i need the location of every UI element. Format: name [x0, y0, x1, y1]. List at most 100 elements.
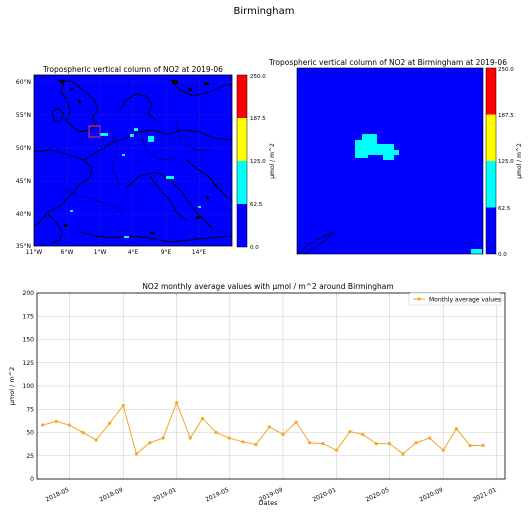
map-right: Tropospheric vertical column of NO2 at B…	[268, 58, 523, 258]
legend-swatch-marker	[417, 297, 421, 301]
data-point	[387, 442, 392, 446]
data-point	[468, 443, 472, 448]
data-point	[54, 419, 58, 423]
y-tick-label: 50	[26, 430, 34, 437]
colorbar-tick-label: 250.0	[498, 67, 514, 73]
colorbar-tick-label: 0.0	[498, 252, 507, 258]
y-tick-label: 200	[23, 290, 35, 297]
data-point	[67, 423, 71, 427]
data-point	[148, 441, 152, 445]
data-point	[374, 442, 378, 446]
colorbar-tick-label: 0.0	[250, 245, 259, 251]
data-point	[241, 440, 245, 444]
map-left: Tropospheric vertical column of NO2 at 2…	[16, 65, 276, 256]
data-point	[441, 448, 445, 452]
y-tick-label: 25	[26, 453, 34, 460]
colorbar-segment	[486, 161, 496, 208]
y-tick-label: 125	[23, 360, 35, 367]
colorbar-segment	[237, 204, 247, 247]
lon-tick-label: 11°W	[26, 249, 43, 256]
map-left-borders	[65, 119, 214, 211]
colorbar-tick-label: 250.0	[250, 74, 266, 80]
map-right-coastline	[296, 231, 335, 255]
data-point	[481, 443, 485, 448]
figure-title: Birmingham	[233, 6, 295, 17]
map-right-field	[297, 68, 483, 254]
lat-tick-label: 55°N	[16, 112, 31, 119]
x-tick-label: 2018-09	[98, 486, 124, 503]
colorbar-segment	[237, 75, 247, 118]
x-gridlines	[69, 293, 497, 479]
colorbar-label: μmol / m^2	[516, 143, 523, 179]
data-point	[294, 420, 298, 424]
data-point	[121, 403, 125, 408]
lon-tick-label: 6°W	[61, 249, 74, 256]
lon-tick-label: 4°E	[128, 249, 139, 256]
colorbar-segment	[237, 118, 247, 161]
data-point	[454, 427, 459, 431]
data-point	[227, 436, 231, 440]
lat-tick-label: 40°N	[16, 211, 31, 218]
y-tick-labels: 0 25 50 75 100 125 150 175 200	[23, 290, 35, 483]
data-point	[267, 425, 272, 429]
lat-tick-label: 60°N	[16, 79, 31, 86]
x-axis-label: Dates	[259, 499, 279, 507]
series-monthly-average	[41, 401, 485, 456]
map-right-colorbar: 250.0 187.5 125.0 62.5 0.0 μmol / m^2	[485, 67, 523, 258]
data-point	[321, 442, 325, 446]
data-point	[81, 430, 85, 435]
x-tick-label: 2018-05	[45, 486, 71, 503]
colorbar-tick-label: 62.5	[498, 206, 511, 212]
x-tick-label: 2019-05	[204, 486, 230, 503]
lon-tick-label: 1°W	[94, 249, 107, 256]
y-tick-label: 0	[30, 476, 34, 483]
legend: Monthly average values	[408, 292, 502, 306]
x-tick-label: 2020-05	[365, 486, 391, 503]
colorbar-tick-label: 62.5	[250, 202, 263, 208]
data-point	[428, 436, 432, 440]
data-point	[281, 432, 285, 436]
map-left-coastlines	[33, 79, 233, 245]
colorbar-tick-label: 125.0	[250, 159, 266, 165]
data-point	[200, 416, 205, 421]
birmingham-no2-plume	[355, 134, 399, 160]
y-axis-label: μmol / m^2	[8, 367, 16, 406]
data-point	[348, 429, 352, 434]
timeseries-chart: NO2 monthly average values with μmol / m…	[8, 282, 506, 507]
colorbar-segment	[237, 161, 247, 204]
y-tick-label: 100	[23, 383, 35, 390]
colorbar-segment	[486, 114, 496, 161]
data-point	[214, 430, 218, 435]
y-tick-label: 150	[23, 337, 35, 344]
x-tick-label: 2021-01	[472, 486, 498, 503]
colorbar-tick-label: 187.5	[498, 113, 514, 119]
colorbar-segment	[486, 207, 496, 254]
map-left-title: Tropospheric vertical column of NO2 at 2…	[42, 65, 223, 74]
legend-entry: Monthly average values	[429, 297, 501, 304]
colorbar-segment	[486, 68, 496, 115]
colorbar-label: μmol / m^2	[269, 143, 276, 179]
map-right-corner-cell	[471, 249, 482, 254]
lat-tick-label: 35°N	[16, 243, 31, 250]
data-point	[94, 438, 98, 442]
map-left-hotspots	[70, 128, 201, 238]
data-point	[334, 448, 339, 452]
lon-tick-label: 9°E	[161, 249, 172, 256]
data-point	[361, 432, 365, 436]
data-point	[414, 441, 418, 445]
y-tick-label: 175	[23, 313, 35, 320]
data-point	[41, 423, 45, 427]
data-point	[308, 441, 312, 445]
chart-title: NO2 monthly average values with μmol / m…	[142, 282, 393, 291]
map-left-colorbar: 250.0 187.5 125.0 62.5 0.0 μmol / m^2	[236, 74, 276, 251]
lat-tick-label: 45°N	[16, 178, 31, 185]
data-point	[401, 452, 405, 456]
series-line	[42, 401, 484, 455]
data-point	[254, 442, 258, 447]
y-tick-label: 75	[26, 406, 34, 413]
data-point	[108, 421, 112, 425]
x-tick-label: 2020-01	[312, 486, 338, 503]
colorbar-tick-label: 125.0	[498, 159, 514, 165]
data-point	[188, 436, 192, 440]
